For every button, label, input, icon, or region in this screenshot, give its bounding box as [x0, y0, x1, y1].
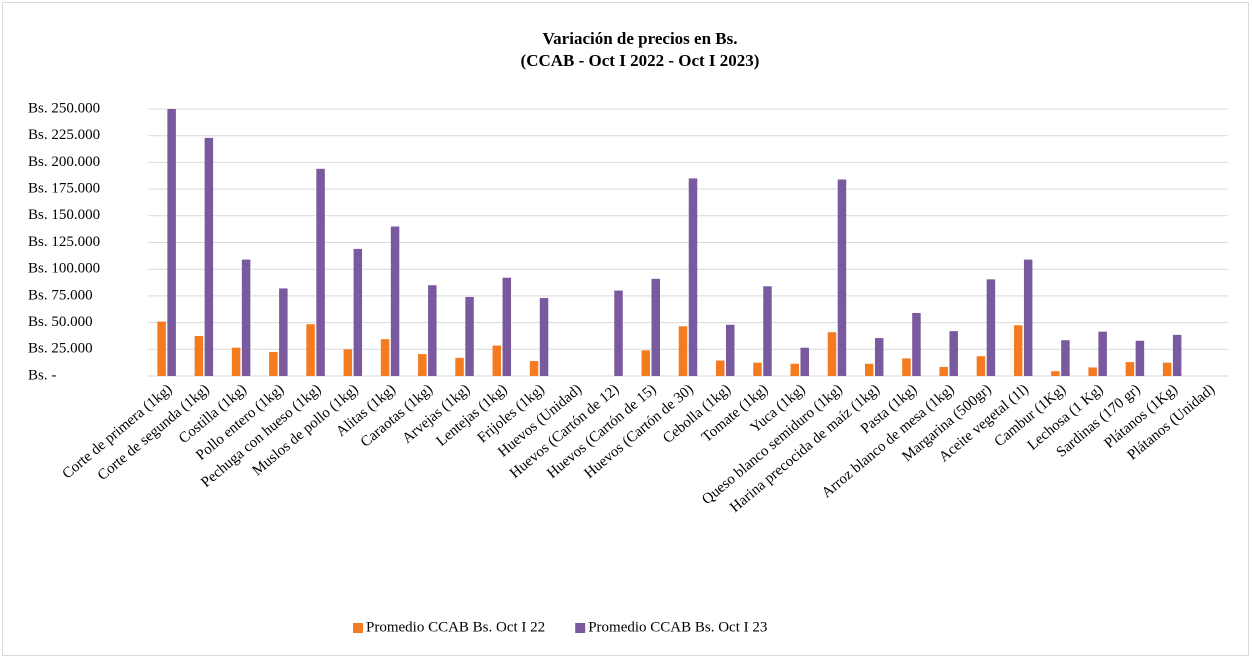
bar [1051, 371, 1060, 376]
bar [204, 137, 214, 376]
bar [455, 357, 464, 376]
bar [827, 332, 837, 376]
bar [614, 290, 623, 376]
y-tick-label: Bs. 200.000 [28, 154, 100, 170]
bar [241, 259, 251, 376]
legend-swatch [575, 623, 586, 633]
bar [1162, 362, 1172, 376]
bar [715, 360, 725, 376]
bar [167, 109, 176, 376]
bar [428, 285, 437, 376]
y-tick-label: Bs. 50.000 [28, 314, 93, 330]
legend-label: Promedio CCAB Bs. Oct I 22 [366, 619, 545, 635]
bar [418, 354, 427, 376]
y-tick-label: Bs. 250.000 [28, 100, 100, 116]
bar [864, 363, 874, 376]
bar [1088, 367, 1097, 376]
bar [678, 326, 688, 376]
bar [949, 331, 958, 376]
bar [157, 321, 166, 376]
bar [753, 362, 762, 376]
bar [1125, 362, 1135, 376]
bar [343, 349, 353, 376]
bar [641, 350, 651, 376]
bar [502, 277, 512, 376]
bar [688, 178, 698, 376]
bar [316, 168, 325, 376]
chart-title: Variación de precios en Bs. [542, 29, 737, 48]
bar [231, 347, 241, 376]
bar [465, 296, 474, 376]
y-tick-label: Bs. 175.000 [28, 181, 100, 197]
bar [529, 361, 539, 376]
bar [380, 339, 390, 376]
chart-subtitle: (CCAB - Oct I 2022 - Oct I 2023) [521, 51, 760, 70]
legend-swatch [353, 623, 363, 633]
bar [353, 248, 363, 376]
y-tick-label: Bs. 225.000 [28, 127, 100, 143]
bar [790, 363, 799, 376]
bar [1013, 325, 1023, 376]
bar [976, 356, 986, 376]
y-tick-label: Bs. 125.000 [28, 234, 100, 250]
y-tick-label: Bs. - [28, 367, 56, 383]
bar [874, 338, 884, 376]
bar [306, 324, 315, 376]
bar [390, 226, 400, 376]
y-tick-label: Bs. 25.000 [28, 341, 93, 357]
bar [1135, 340, 1145, 376]
legend-label: Promedio CCAB Bs. Oct I 23 [588, 619, 767, 635]
bar [939, 366, 948, 376]
y-tick-label: Bs. 100.000 [28, 261, 100, 277]
bar [194, 335, 204, 376]
bar [902, 358, 911, 376]
bar [651, 278, 661, 376]
bar [279, 288, 288, 376]
y-tick-label: Bs. 150.000 [28, 207, 100, 223]
bar [725, 324, 735, 376]
bar [539, 298, 549, 376]
bar [492, 345, 502, 376]
bar [763, 286, 772, 376]
y-tick-label: Bs. 75.000 [28, 287, 93, 303]
bar [1023, 259, 1033, 376]
bar [1172, 334, 1182, 376]
bar [800, 347, 809, 376]
bar [1098, 331, 1107, 376]
bar [269, 351, 278, 376]
bar [837, 179, 847, 376]
bar [912, 312, 921, 376]
bar [1061, 340, 1070, 376]
bar [986, 279, 996, 376]
